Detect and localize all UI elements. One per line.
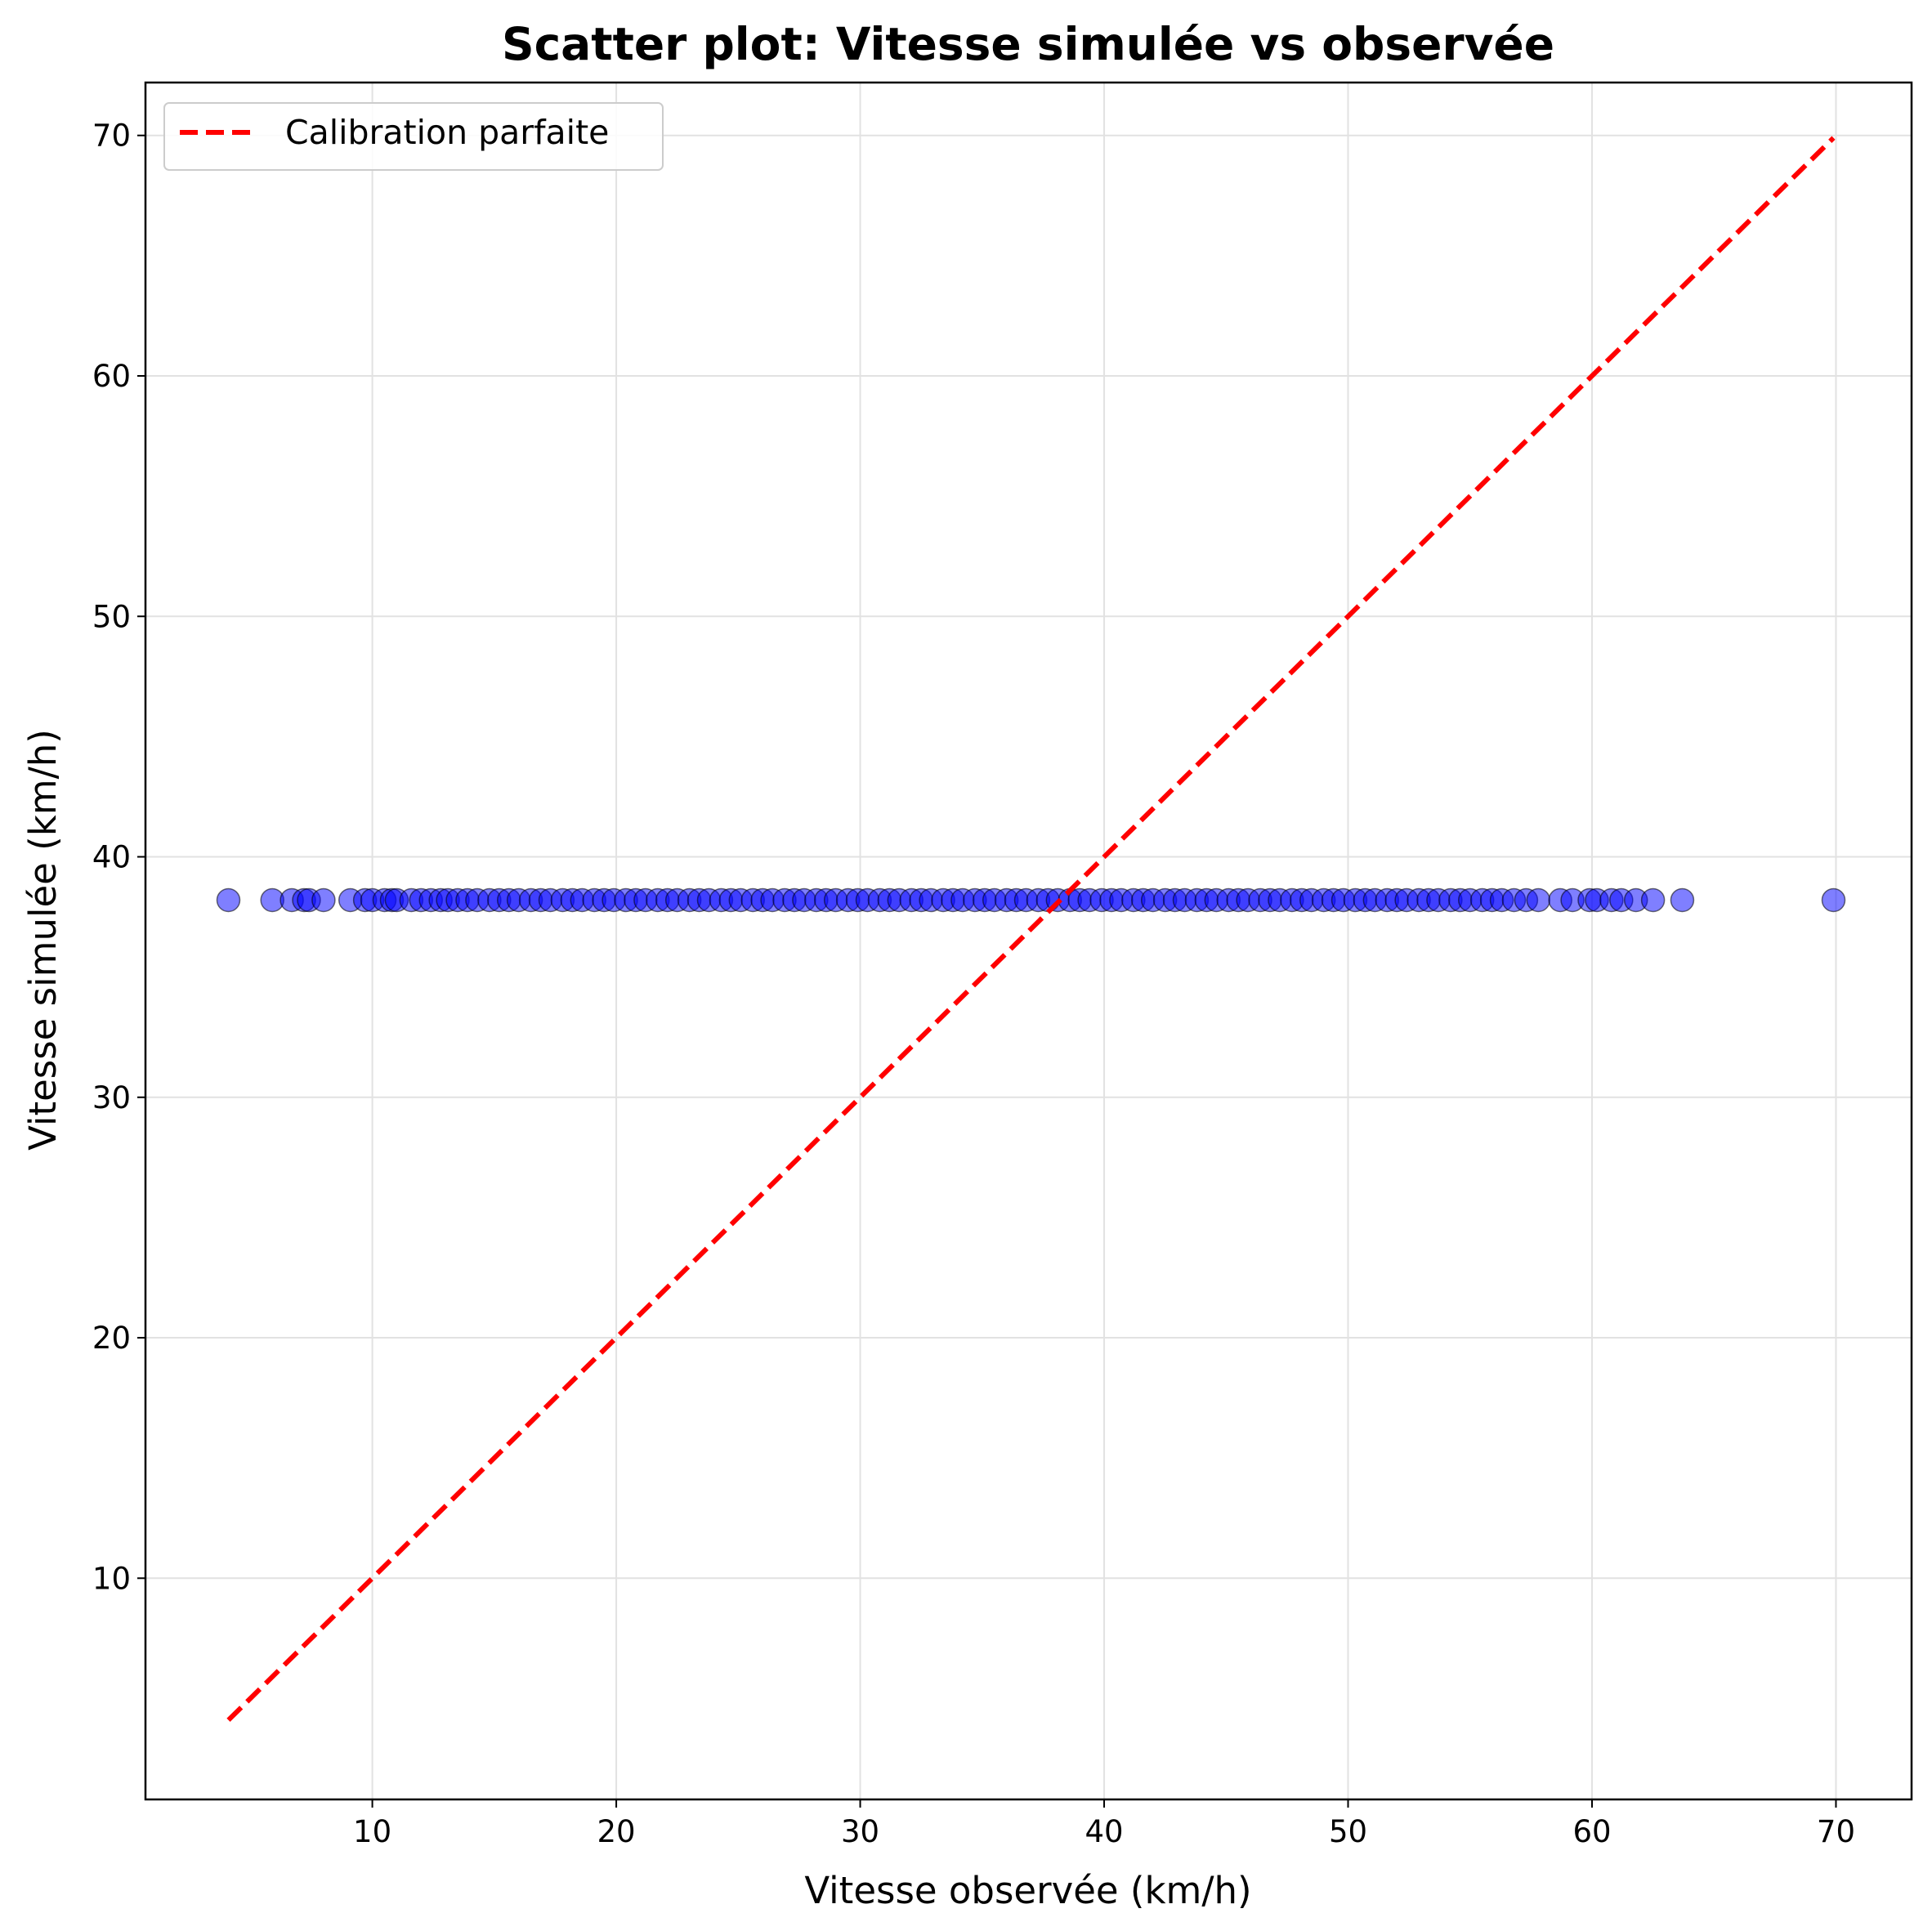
scatter-point — [1526, 887, 1551, 913]
chart-title: Scatter plot: Vitesse simulée vs observé… — [502, 18, 1554, 70]
x-tick-label: 10 — [353, 1814, 391, 1849]
legend-box — [163, 102, 664, 171]
data-layer — [216, 136, 1846, 1723]
legend-label-calibration: Calibration parfaite — [285, 113, 609, 152]
calibration-line — [226, 136, 1836, 1723]
x-tick-label: 50 — [1329, 1814, 1367, 1849]
y-axis-label: Vitesse simulée (km/h) — [21, 729, 65, 1151]
scatter-point — [311, 887, 336, 913]
axis-ticks: 10 20 30 40 50 60 70 10 20 30 40 50 60 70 — [92, 118, 1855, 1849]
legend: Calibration parfaite — [163, 102, 664, 171]
x-tick-label: 30 — [841, 1814, 879, 1849]
scatter-point — [1670, 887, 1695, 913]
plot-frame — [144, 81, 1913, 1801]
x-tick-label: 60 — [1572, 1814, 1611, 1849]
y-tick-label: 50 — [92, 599, 131, 634]
y-tick-label: 10 — [92, 1561, 131, 1596]
y-tick-label: 60 — [92, 359, 131, 394]
y-tick-label: 40 — [92, 840, 131, 875]
x-tick-label: 20 — [597, 1814, 636, 1849]
y-tick-label: 70 — [92, 118, 131, 154]
y-tick-label: 20 — [92, 1321, 131, 1356]
grid-lines — [145, 83, 1912, 1799]
scatter-point — [1821, 887, 1846, 913]
x-axis-label: Vitesse observée (km/h) — [804, 1869, 1251, 1912]
x-tick-label: 70 — [1817, 1814, 1855, 1849]
y-tick-label: 30 — [92, 1080, 131, 1115]
x-tick-label: 40 — [1085, 1814, 1123, 1849]
scatter-point — [216, 887, 241, 913]
scatter-point — [1640, 887, 1666, 913]
